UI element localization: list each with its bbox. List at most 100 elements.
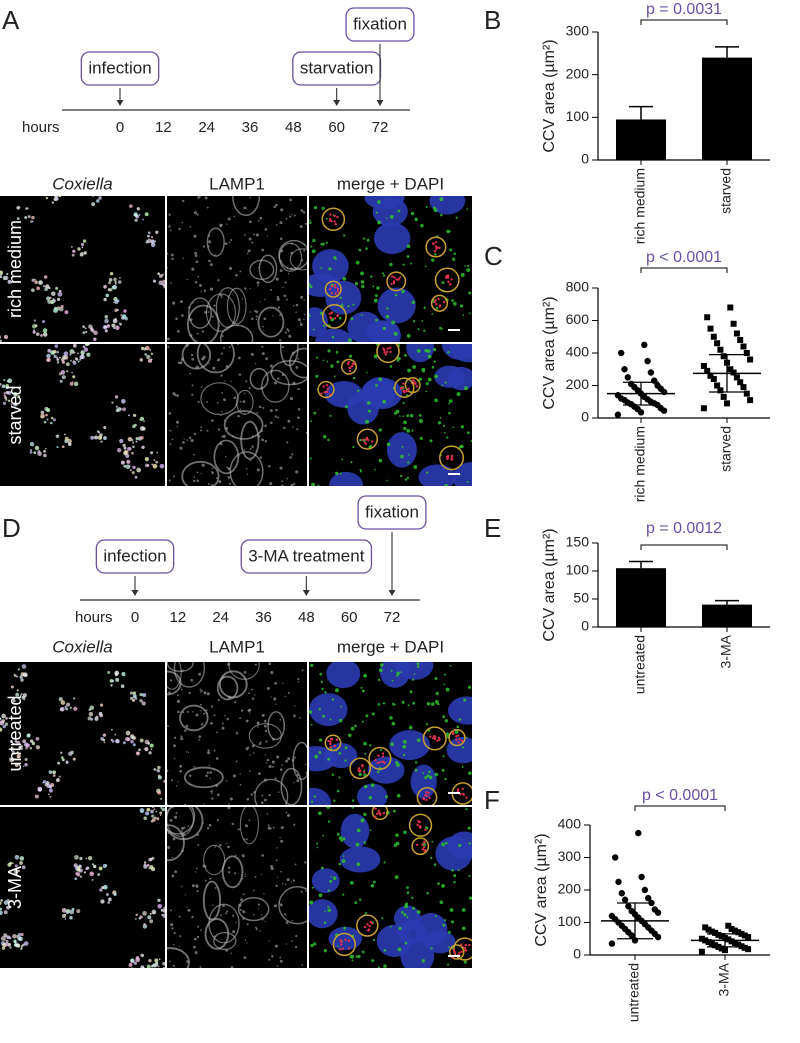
speck (262, 407, 265, 409)
speck (460, 425, 465, 429)
image-content (309, 196, 472, 342)
speck (287, 692, 290, 694)
speck (382, 811, 386, 815)
speck (165, 769, 167, 771)
speck (446, 457, 449, 460)
error-bar (715, 599, 739, 605)
speck (338, 948, 342, 951)
y-axis-label: CCV area (µm²) (541, 528, 558, 641)
speck (46, 408, 51, 413)
speck (228, 241, 231, 243)
speck (168, 412, 172, 415)
speck (164, 284, 165, 287)
vacuole-ring (223, 410, 264, 440)
timeline-tick-label: 60 (341, 609, 358, 626)
speck (244, 873, 246, 875)
speck (175, 317, 178, 321)
y-tick-label: 50 (573, 590, 589, 606)
speck (147, 915, 152, 920)
speck (437, 882, 440, 885)
speck (220, 914, 223, 917)
speck (344, 759, 347, 762)
speck (327, 908, 332, 913)
speck (332, 876, 337, 881)
speck (392, 281, 396, 285)
speck (72, 757, 76, 761)
speck (434, 677, 438, 680)
speck (441, 842, 445, 847)
vacuole-ring (219, 324, 254, 342)
speck (403, 830, 407, 835)
speck (44, 447, 47, 450)
speck (232, 930, 236, 934)
image-content (0, 664, 167, 800)
speck (310, 800, 314, 803)
speck (275, 703, 277, 705)
speck (265, 740, 268, 743)
speck (36, 286, 40, 291)
data-point (717, 346, 724, 353)
data-point (702, 924, 709, 931)
speck (279, 903, 283, 907)
speck (442, 755, 445, 758)
speck (209, 778, 211, 780)
speck (19, 675, 23, 679)
speck (433, 737, 437, 741)
speck (101, 886, 105, 890)
speck (175, 785, 178, 787)
speck (275, 884, 278, 888)
speck (362, 770, 366, 774)
speck (237, 344, 239, 346)
speck (103, 284, 107, 289)
data-point (718, 933, 725, 940)
speck (243, 206, 247, 210)
speck (318, 738, 323, 742)
x-tick-label: rich medium (632, 168, 648, 244)
speck (379, 812, 382, 816)
speck (253, 913, 255, 916)
speck (385, 314, 390, 319)
speck (91, 878, 94, 881)
speck (294, 863, 297, 866)
speck (172, 837, 176, 841)
speck (151, 814, 155, 818)
speck (365, 247, 368, 250)
speck (52, 774, 56, 777)
speck (206, 771, 210, 774)
speck (73, 706, 78, 711)
speck (260, 801, 264, 805)
speck (64, 918, 67, 920)
speck (18, 745, 22, 749)
speck (431, 312, 434, 315)
speck (254, 694, 256, 696)
speck (158, 958, 161, 961)
speck (237, 828, 240, 831)
timeline-tick-label: 24 (198, 119, 215, 136)
speck (113, 277, 117, 282)
speck (181, 826, 184, 830)
speck (63, 351, 69, 356)
speck (63, 433, 66, 436)
speck (30, 220, 33, 223)
speck (239, 783, 242, 786)
speck (383, 948, 387, 952)
data-point (741, 932, 748, 939)
image-content (0, 196, 165, 342)
speck (350, 317, 354, 321)
speck (322, 359, 325, 362)
speck (26, 733, 31, 738)
speck (0, 275, 3, 279)
speck (117, 448, 122, 453)
speck (250, 793, 253, 796)
speck (378, 458, 383, 463)
speck (316, 846, 319, 849)
speck (23, 941, 29, 946)
speck (112, 318, 118, 324)
speck (280, 870, 283, 873)
speck (132, 424, 136, 429)
y-tick-label: 400 (558, 816, 582, 832)
speck (326, 390, 329, 394)
speck (167, 345, 170, 348)
speck (254, 362, 257, 365)
speck (336, 314, 339, 317)
